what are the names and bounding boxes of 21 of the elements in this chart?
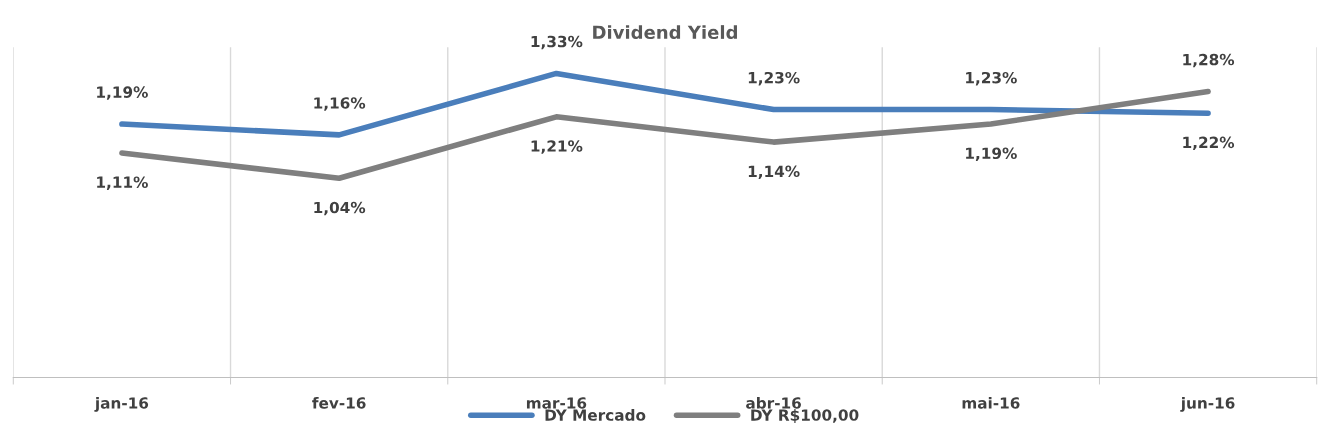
data-label: 1,19%: [966, 147, 1017, 161]
x-tick-label: jan-16: [94, 396, 149, 412]
x-tick-label: abr-16: [746, 396, 801, 409]
data-label: 1,28%: [1183, 53, 1235, 68]
chart-title: Dividend Yield: [593, 25, 737, 40]
legend-label: DY R$100,00: [751, 409, 859, 423]
data-label: 1,11%: [97, 176, 148, 190]
x-tick-label: mar-16: [526, 397, 587, 409]
data-label: 1,33%: [531, 35, 583, 50]
data-label: 1,22%: [1183, 136, 1235, 151]
data-label: 1,04%: [314, 201, 366, 216]
data-label: 1,23%: [966, 71, 1017, 86]
data-label: 1,19%: [97, 86, 148, 100]
legend-label: DY Mercado: [545, 409, 646, 421]
data-label: 1,14%: [748, 165, 800, 180]
data-label: 1,23%: [748, 71, 800, 86]
x-tick-label: jun-16: [1180, 396, 1235, 412]
x-tick-label: fev-16: [312, 396, 366, 409]
data-label: 1,16%: [314, 97, 366, 111]
x-tick-label: mai-16: [962, 396, 1020, 409]
data-label: 1,21%: [531, 140, 583, 154]
